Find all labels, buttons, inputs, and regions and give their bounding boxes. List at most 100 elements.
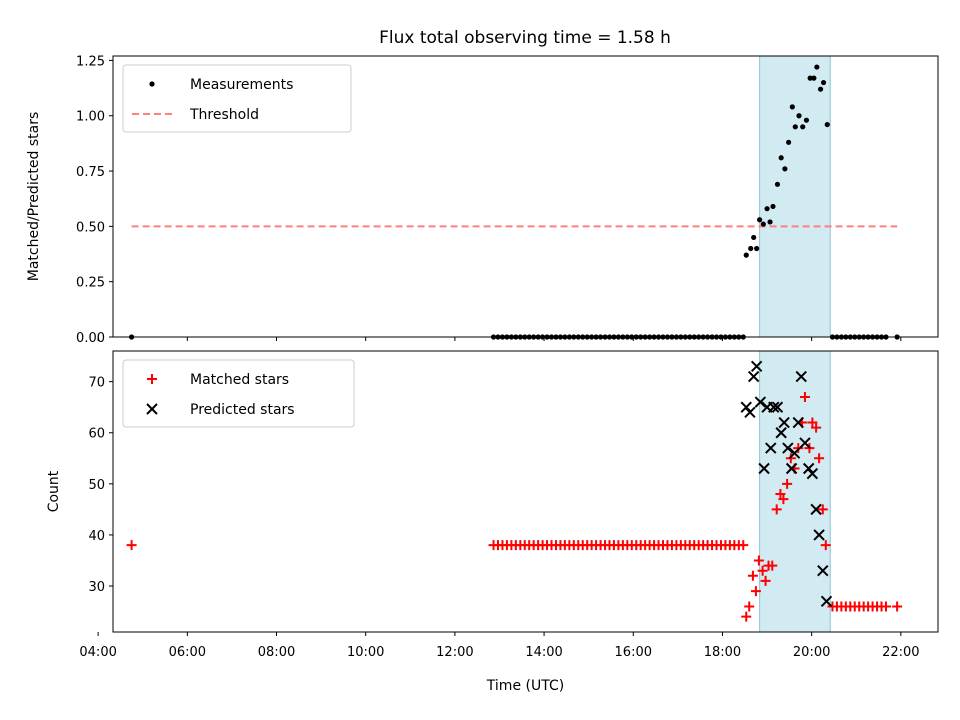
matched-star-point — [747, 570, 758, 581]
matched-star-point — [811, 422, 822, 433]
shaded-span — [759, 350, 831, 633]
y-axis-label: Count — [46, 470, 62, 512]
matched-star-point — [757, 565, 768, 576]
matched-star-point — [807, 417, 818, 428]
matched-star-point — [767, 560, 778, 571]
predicted-star-point — [810, 503, 822, 516]
predicted-star-point — [750, 360, 763, 373]
measurement-point — [811, 75, 817, 81]
predicted-star-point — [775, 427, 787, 439]
matched-star-point — [771, 504, 782, 515]
measurement-point — [792, 124, 798, 130]
measurement-point — [820, 79, 827, 86]
predicted-star-point — [782, 442, 794, 454]
matched-star-point — [775, 489, 786, 500]
predicted-star-point — [765, 442, 777, 454]
matched-star-point — [738, 540, 749, 551]
y-tick-label: 40 — [88, 529, 105, 544]
legend-label: Predicted stars — [190, 402, 295, 418]
measurement-point — [754, 245, 760, 252]
measurement-point — [743, 252, 749, 258]
matched-star-point — [892, 601, 903, 612]
predicted-star-point — [792, 416, 804, 429]
predicted-star-point — [754, 396, 767, 408]
predicted-star-point — [747, 370, 760, 383]
measurement-point — [751, 234, 757, 241]
x-tick-label: 20:00 — [793, 645, 830, 660]
measurement-point — [824, 121, 830, 128]
x-tick-label: 12:00 — [436, 645, 473, 660]
measurement-point — [764, 206, 770, 212]
legend-label: Threshold — [189, 107, 259, 123]
measurement-point — [748, 245, 754, 252]
y-axis-label: Matched/Predicted stars — [26, 112, 42, 282]
y-tick-label: 1.00 — [76, 110, 105, 125]
legend-label: Measurements — [190, 77, 293, 93]
shaded-span — [759, 55, 831, 338]
y-tick-label: 60 — [88, 427, 105, 442]
matched-star-point — [778, 494, 789, 505]
axes-frame — [112, 350, 939, 633]
measurement-point — [786, 139, 792, 145]
matched-star-point — [126, 540, 137, 551]
predicted-star-point — [768, 401, 780, 413]
matched-star-point — [782, 478, 793, 489]
legend-label: Matched stars — [190, 372, 289, 388]
measurement-point — [767, 219, 773, 225]
y-tick-label: 0.75 — [76, 165, 105, 180]
legend-predicted-marker — [146, 403, 158, 415]
matched-star-point — [814, 453, 825, 464]
measurement-point — [807, 75, 813, 81]
predicted-star-point — [799, 437, 811, 449]
predicted-star-point — [744, 406, 756, 419]
matched-star-point — [741, 611, 752, 622]
y-tick-label: 0.25 — [76, 276, 105, 291]
x-tick-label: 16:00 — [615, 645, 652, 660]
legend-box — [122, 359, 355, 428]
measurement-point — [770, 203, 776, 210]
x-tick-label: 10:00 — [347, 645, 384, 660]
y-tick-label: 70 — [88, 376, 105, 391]
y-tick-label: 50 — [88, 478, 105, 493]
predicted-star-point — [778, 416, 790, 429]
matched-star-point — [744, 601, 755, 612]
predicted-star-point — [820, 595, 833, 608]
axes-frame — [112, 55, 939, 338]
x-axis-label: Time (UTC) — [486, 678, 564, 694]
measurement-point — [778, 155, 784, 161]
matched-star-point — [799, 391, 810, 402]
predicted-star-point — [817, 564, 829, 577]
measurement-point — [757, 217, 763, 223]
measurement-point — [760, 221, 766, 227]
x-tick-label: 18:00 — [704, 645, 741, 660]
matched-star-point — [750, 586, 761, 597]
matched-star-point — [753, 555, 764, 566]
y-tick-label: 1.25 — [76, 54, 105, 69]
matched-star-point — [820, 540, 831, 551]
x-tick-label: 14:00 — [525, 645, 562, 660]
x-tick-label: 06:00 — [169, 645, 206, 660]
measurement-point — [774, 181, 781, 187]
chart-title: Flux total observing time = 1.58 h — [379, 28, 671, 48]
matched-star-point — [880, 601, 891, 612]
matched-star-point — [760, 575, 771, 586]
predicted-star-point — [758, 462, 770, 475]
measurement-point — [800, 124, 806, 130]
predicted-star-point — [795, 370, 807, 383]
top-panel: 0.00 0.25 0.50 0.75 1.00 1.25 Matched/Predicte… — [26, 54, 939, 346]
bottom-panel: 30 40 50 60 70 04:00 06:00 08:00 10:00 12:00 14:00… — [46, 350, 939, 694]
legend-measurement-marker — [149, 81, 155, 87]
x-tick-label: 04:00 — [79, 645, 116, 660]
x-tick-label: 08:00 — [258, 645, 295, 660]
legend-box — [122, 64, 352, 133]
measurement-point — [817, 86, 824, 92]
measurement-point — [782, 166, 788, 172]
y-tick-label: 0.50 — [76, 220, 105, 235]
measurement-point — [814, 64, 820, 70]
predicted-star-point — [771, 401, 784, 413]
predicted-star-point — [806, 467, 819, 480]
y-tick-label: 30 — [88, 580, 105, 595]
measurement-point — [789, 104, 795, 110]
predicted-star-point — [785, 462, 798, 475]
